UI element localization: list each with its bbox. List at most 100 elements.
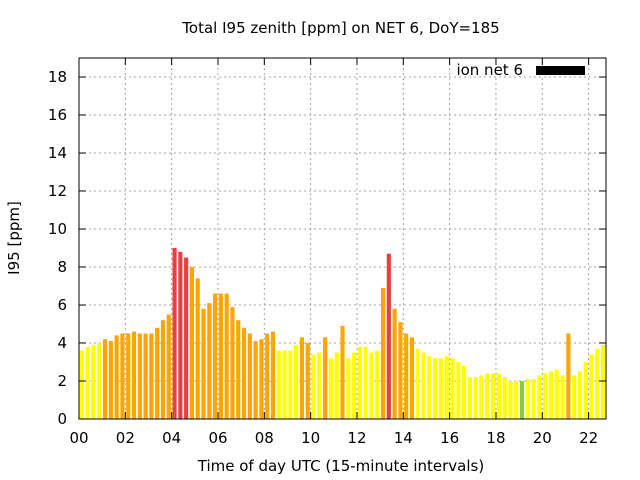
bar (311, 354, 316, 419)
bar (323, 337, 328, 419)
bar (102, 339, 108, 419)
y-tick-label: 4 (57, 334, 67, 352)
x-tick-label: 08 (255, 429, 274, 447)
bar (230, 306, 235, 419)
bar (253, 341, 258, 419)
bar (496, 373, 501, 419)
bar (207, 303, 212, 419)
bar (589, 354, 594, 419)
bar (241, 327, 247, 419)
bar (566, 333, 571, 419)
bar (514, 381, 519, 419)
bar (363, 346, 368, 419)
bar (479, 375, 484, 419)
x-tick-label: 12 (347, 429, 366, 447)
bar (305, 343, 310, 419)
x-tick-label: 06 (208, 429, 227, 447)
x-tick-label: 14 (394, 429, 413, 447)
bar (577, 371, 583, 419)
bar (224, 293, 229, 419)
bar (114, 335, 119, 419)
bar (97, 343, 102, 419)
bar (334, 352, 339, 419)
bar (149, 333, 154, 419)
bar (213, 293, 218, 419)
bar (91, 344, 96, 419)
bar (404, 333, 409, 419)
bar (288, 350, 293, 419)
bar (218, 293, 223, 419)
y-tick-label: 8 (57, 258, 67, 276)
bar (172, 248, 177, 419)
bar (450, 358, 455, 419)
bar (380, 287, 386, 419)
bar (548, 371, 554, 419)
bar (490, 373, 496, 419)
bar (265, 333, 270, 419)
bar (519, 381, 525, 419)
chart-title: Total I95 zenith [ppm] on NET 6, DoY=185 (181, 19, 499, 37)
legend: ion net 6 (456, 61, 585, 79)
bar (346, 358, 351, 419)
bar (155, 327, 160, 419)
bar (85, 346, 90, 419)
bar (531, 379, 536, 419)
bar (160, 320, 166, 419)
bar (386, 253, 391, 419)
bar (352, 352, 357, 419)
bar (131, 331, 137, 419)
x-tick-label: 18 (486, 429, 505, 447)
x-tick-label: 02 (116, 429, 135, 447)
x-tick-label: 00 (69, 429, 88, 447)
bar (369, 352, 374, 419)
bar (398, 322, 403, 419)
bar (375, 350, 380, 419)
x-axis-label: Time of day UTC (15-minute intervals) (197, 457, 484, 475)
bar (282, 350, 287, 419)
bar (276, 350, 281, 419)
y-tick-label: 18 (48, 68, 67, 86)
bar (236, 320, 241, 419)
bar (409, 337, 415, 419)
bar (294, 344, 299, 419)
y-tick-label: 6 (57, 296, 67, 314)
bar (328, 358, 333, 419)
bar (438, 358, 444, 419)
y-tick-label: 2 (57, 372, 67, 390)
bar (189, 267, 195, 419)
bar (270, 331, 276, 419)
y-tick-label: 10 (48, 220, 67, 238)
bar (317, 352, 322, 419)
x-tick-label: 22 (579, 429, 598, 447)
bar (166, 314, 171, 419)
legend-label: ion net 6 (456, 61, 523, 79)
x-tick-label: 16 (440, 429, 459, 447)
y-tick-label: 12 (48, 182, 67, 200)
bar (126, 333, 131, 419)
bar (143, 333, 148, 419)
bar (392, 308, 397, 419)
bar (201, 308, 206, 419)
bar (427, 356, 432, 419)
x-tick-label: 04 (162, 429, 181, 447)
bar (595, 348, 600, 419)
y-tick-label: 16 (48, 106, 67, 124)
bar (120, 333, 125, 419)
bar (357, 346, 362, 419)
bar (537, 375, 542, 419)
bar (583, 362, 588, 419)
bar (467, 377, 472, 419)
bar (259, 339, 264, 419)
bar (433, 358, 438, 419)
legend-swatch (536, 66, 585, 75)
bar (421, 352, 426, 419)
bar (485, 373, 490, 419)
ticks (78, 58, 606, 420)
y-tick-label: 0 (57, 410, 67, 428)
bar (184, 257, 189, 419)
y-axis-label: I95 [ppm] (5, 201, 23, 275)
bar (444, 356, 449, 419)
x-tick-label: 20 (533, 429, 552, 447)
bar (543, 373, 548, 419)
